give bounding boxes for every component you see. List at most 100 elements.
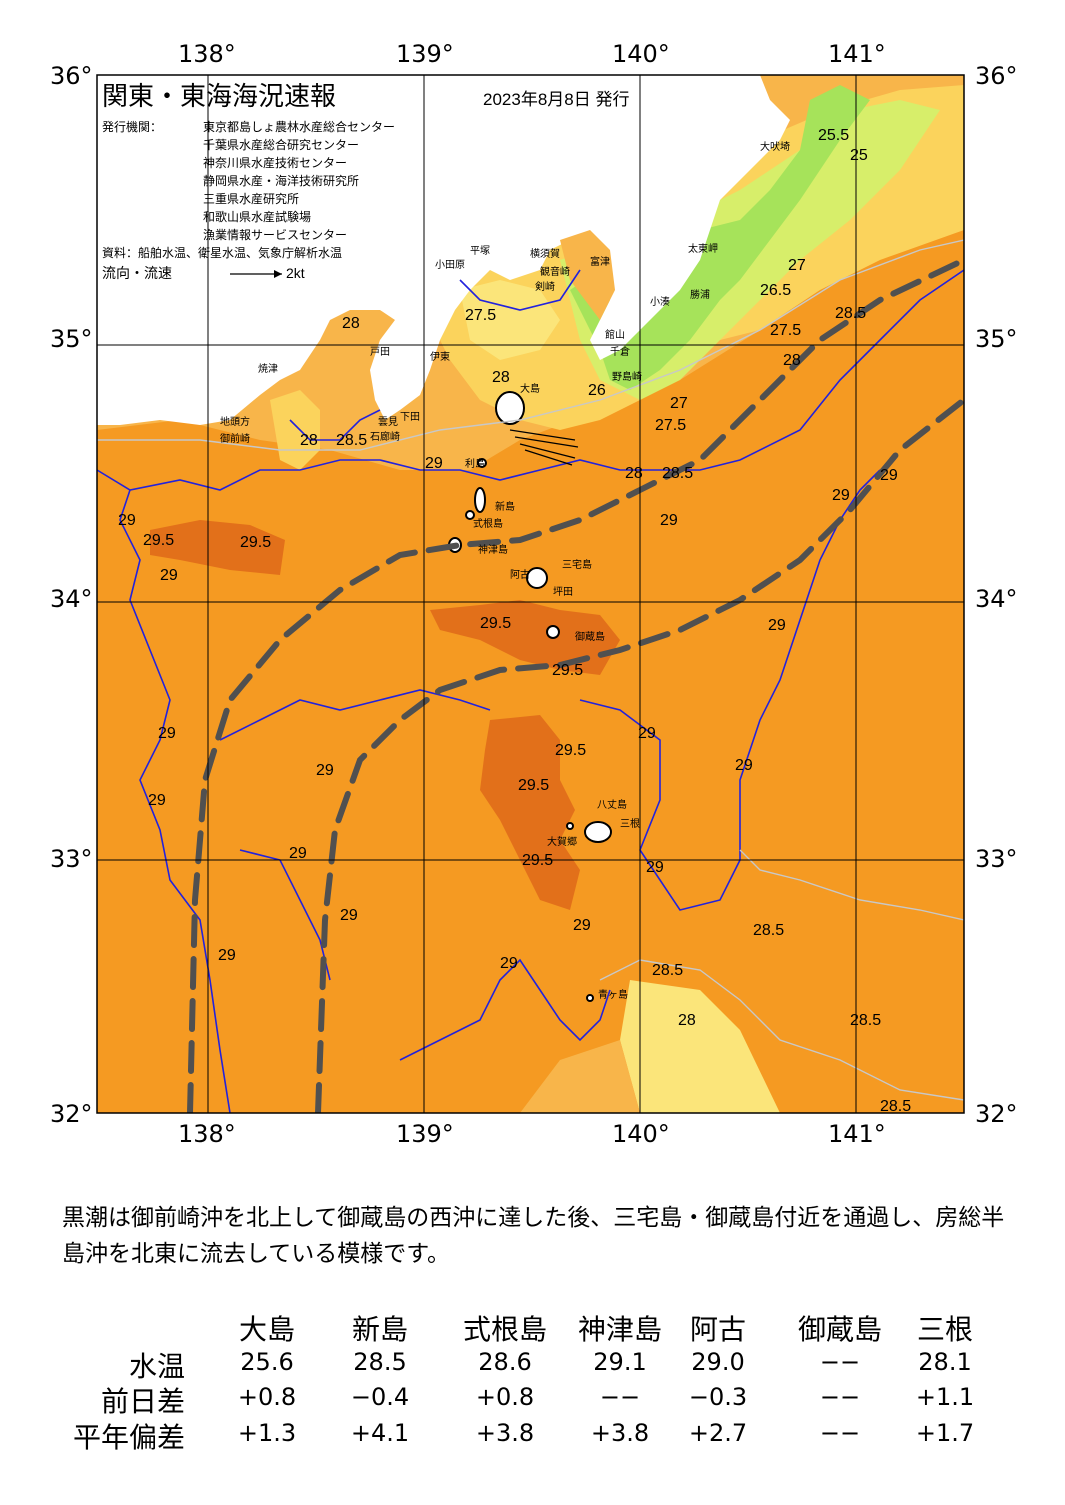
- place-label: 三根: [620, 817, 640, 830]
- contour-label: 29.5: [143, 532, 174, 549]
- place-label: 大吠埼: [760, 140, 790, 153]
- column-header: 大島: [238, 1313, 295, 1346]
- contour-label: 29: [638, 725, 656, 742]
- contour-label: 28.5: [850, 1012, 881, 1029]
- contour-label: 28.5: [753, 922, 784, 939]
- place-label: 戸田: [370, 346, 390, 358]
- column-header: 式根島: [462, 1313, 547, 1346]
- contour-label: 28.5: [835, 305, 866, 322]
- place-label: 坪田: [553, 585, 573, 598]
- place-label: 館山: [605, 328, 625, 341]
- contour-label: 29.5: [555, 742, 586, 759]
- column-header: 阿古: [689, 1313, 746, 1346]
- isoline-grey-3: [739, 849, 964, 921]
- place-label: 三宅島: [562, 558, 592, 571]
- sea-warm-west: [150, 520, 285, 575]
- current-arrow-1: [509, 429, 576, 441]
- island-hachijo-kojima: [566, 822, 574, 830]
- contour-label: 29: [289, 845, 307, 862]
- table-cell: 28.6: [478, 1348, 532, 1376]
- column-header: 御蔵島: [797, 1313, 882, 1346]
- lat-tick-left-32: 32°: [50, 1100, 93, 1128]
- place-label: 小田原: [435, 259, 465, 271]
- legend-label: 流向・流速: [102, 265, 172, 281]
- isoline-bay: [459, 269, 581, 311]
- issue-date: 2023年8月8日 発行: [483, 90, 629, 109]
- lat-tick-right-34: 34°: [975, 585, 1018, 613]
- lat-tick-left-36: 36°: [50, 62, 93, 90]
- isoline-29-mid: [239, 849, 331, 981]
- contour-label: 29.5: [518, 777, 549, 794]
- issuer-item: 東京都島しょ農林水産総合センター: [203, 119, 395, 134]
- issuer-item: 三重県水産研究所: [203, 191, 299, 206]
- sea-warm-center: [430, 600, 620, 675]
- issuer-item: 静岡県水産・海洋技術研究所: [203, 173, 359, 188]
- table-cell: 29.1: [593, 1348, 647, 1376]
- contour-label: 27.5: [770, 322, 801, 339]
- sea-temperature-map: 29.5 29.5 29.5 29.5 29.5 29.5 29.5 29 29…: [96, 74, 965, 1115]
- place-label: 新島: [495, 500, 515, 513]
- table-cell: −−: [819, 1348, 861, 1376]
- issuer-item: 千葉県水産総合研究センター: [203, 137, 359, 152]
- current-arrow-2: [514, 436, 579, 448]
- contour-label: 25.5: [818, 127, 849, 144]
- column-header: 神津島: [577, 1313, 662, 1346]
- contour-label: 28: [300, 432, 318, 449]
- place-label: 伊東: [430, 350, 450, 363]
- contour-label: 29: [316, 762, 334, 779]
- row-label: 前日差: [100, 1385, 185, 1418]
- contour-label: 29: [158, 725, 176, 742]
- contour-label: 29: [880, 467, 898, 484]
- contour-label: 28.5: [662, 465, 693, 482]
- sea-yellow-south: [620, 980, 780, 1113]
- table-cell: 28.5: [353, 1348, 407, 1376]
- table-cell: +2.7: [688, 1419, 748, 1447]
- island-toshima: [477, 458, 487, 468]
- island-shikinejima: [465, 510, 475, 520]
- data-source: 資料：船舶水温、衛星水温、気象庁解析水温: [102, 245, 342, 260]
- lon-tick-top-139: 139°: [396, 40, 454, 68]
- lat-tick-right-33: 33°: [975, 845, 1018, 873]
- place-label: 地頭方: [220, 415, 250, 428]
- contour-label: 29: [340, 907, 358, 924]
- place-label: 阿古: [510, 568, 530, 581]
- place-label: 青ヶ島: [598, 988, 628, 1001]
- current-arrow-3: [519, 443, 576, 459]
- contour-label: 29: [646, 859, 664, 876]
- place-label: 下田: [400, 412, 420, 423]
- table-cell: −−: [819, 1419, 861, 1447]
- place-label: 御前崎: [220, 432, 250, 445]
- place-label: 勝浦: [690, 288, 710, 301]
- contour-label: 29.5: [522, 852, 553, 869]
- contour-label: 29: [160, 567, 178, 584]
- island-oshima: [495, 391, 525, 425]
- contour-label: 28: [492, 369, 510, 386]
- place-label: 雲見: [378, 416, 398, 428]
- contour-label: 29: [768, 617, 786, 634]
- lat-tick-right-32: 32°: [975, 1100, 1018, 1128]
- lon-tick-top-138: 138°: [178, 40, 236, 68]
- table-cell: +0.8: [237, 1383, 297, 1411]
- lat-tick-left-34: 34°: [50, 585, 93, 613]
- place-label: 石廊崎: [370, 430, 400, 443]
- table-cell: +1.3: [237, 1419, 297, 1447]
- place-label: 平塚: [470, 245, 490, 257]
- isoline-29-center: [219, 689, 491, 741]
- contour-label: 28.5: [336, 432, 367, 449]
- table-cell: −−: [599, 1383, 641, 1411]
- lon-tick-bottom-138: 138°: [178, 1120, 236, 1148]
- table-cell: +3.8: [590, 1419, 650, 1447]
- isoline-grey-1: [97, 239, 964, 451]
- island-mikurajima: [546, 625, 560, 639]
- place-label: 野島崎: [612, 370, 642, 383]
- place-label: 観音崎: [540, 265, 570, 278]
- isoline-29-north: [97, 269, 964, 491]
- place-label: 千倉: [610, 345, 630, 358]
- sea-warm-south: [480, 715, 580, 910]
- table-cell: −−: [819, 1383, 861, 1411]
- place-label: 剣崎: [535, 280, 555, 293]
- contour-label: 29.5: [552, 662, 583, 679]
- contour-label: 28: [625, 465, 643, 482]
- issuer-label: 発行機関：: [102, 119, 162, 134]
- place-label: 式根島: [473, 517, 503, 530]
